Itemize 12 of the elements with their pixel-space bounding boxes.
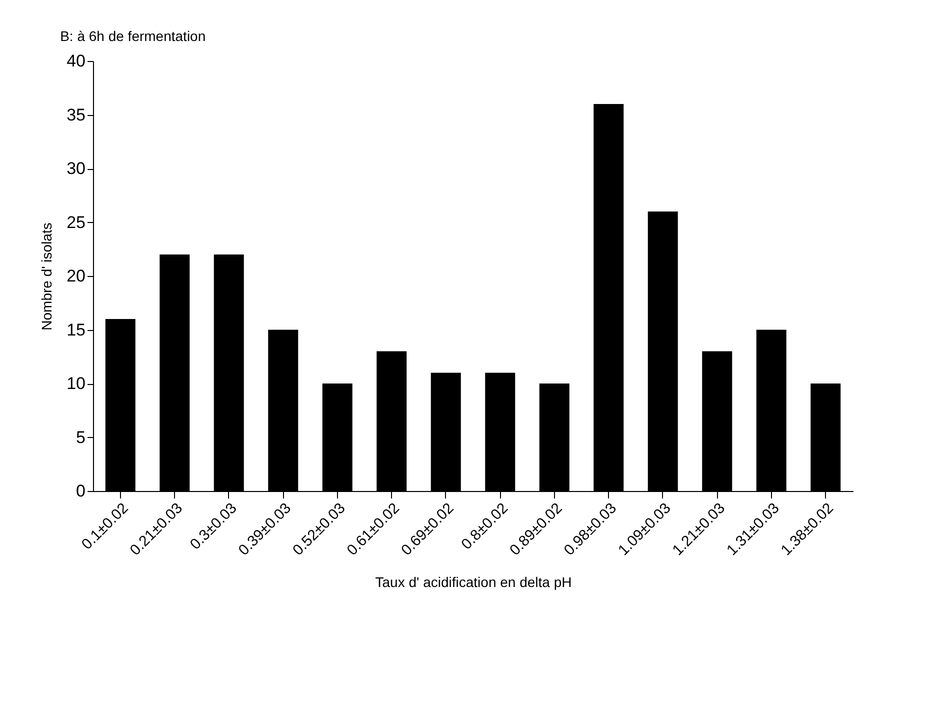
x-axis-title: Taux d' acidification en delta pH <box>375 574 572 590</box>
y-tick-label: 30 <box>66 159 86 178</box>
y-tick-label: 0 <box>76 482 86 500</box>
chart-title: B: à 6h de fermentation <box>60 28 206 44</box>
y-tick-label: 10 <box>66 374 86 393</box>
y-tick-label: 35 <box>66 105 86 124</box>
y-tick-label: 40 <box>66 52 86 70</box>
y-tick-label: 15 <box>66 320 86 340</box>
y-axis-title: Nombre d' isolats <box>38 222 55 330</box>
y-tick-label: 25 <box>66 212 86 232</box>
y-tick-label: 5 <box>76 428 86 447</box>
y-tick-label: 20 <box>66 266 86 286</box>
